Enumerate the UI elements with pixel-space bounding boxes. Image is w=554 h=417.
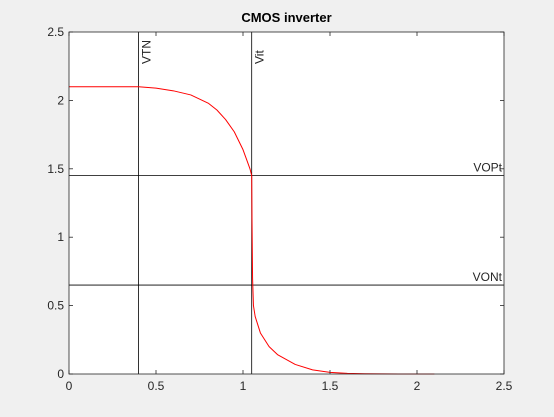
x-tick-label: 0.5 [148,379,165,393]
y-tick-label: 1.5 [47,162,64,176]
plot-frame [68,31,505,375]
reference-lines [69,32,504,374]
y-tick-label: 0 [57,367,64,381]
y-tick-label: 0.5 [47,299,64,313]
horizontal-line-label-vopt: VOPt [473,161,502,175]
x-tick-label: 2.5 [496,379,513,393]
series-layer [69,86,435,375]
x-tick-label: 2 [414,379,421,393]
series-line-0 [69,86,435,375]
vertical-line-label-vtn: VTN [140,40,154,64]
chart-title: CMOS inverter [241,10,331,25]
vertical-line-label-vit: Vit [253,50,267,64]
y-tick-label: 1 [57,230,64,244]
x-tick-label: 1.5 [322,379,339,393]
annotations-layer: VTN Vit VOPt VONt [140,40,503,284]
horizontal-line-label-vont: VONt [473,270,503,284]
y-tick-label: 2.5 [47,25,64,39]
ticks-layer: 0 0.5 1 1.5 2 2.5 0 0.5 1 1.5 2 2.5 [47,25,512,393]
x-tick-label: 0 [66,379,73,393]
y-tick-label: 2 [57,93,64,107]
x-tick-label: 1 [240,379,247,393]
plot-area [69,32,504,374]
